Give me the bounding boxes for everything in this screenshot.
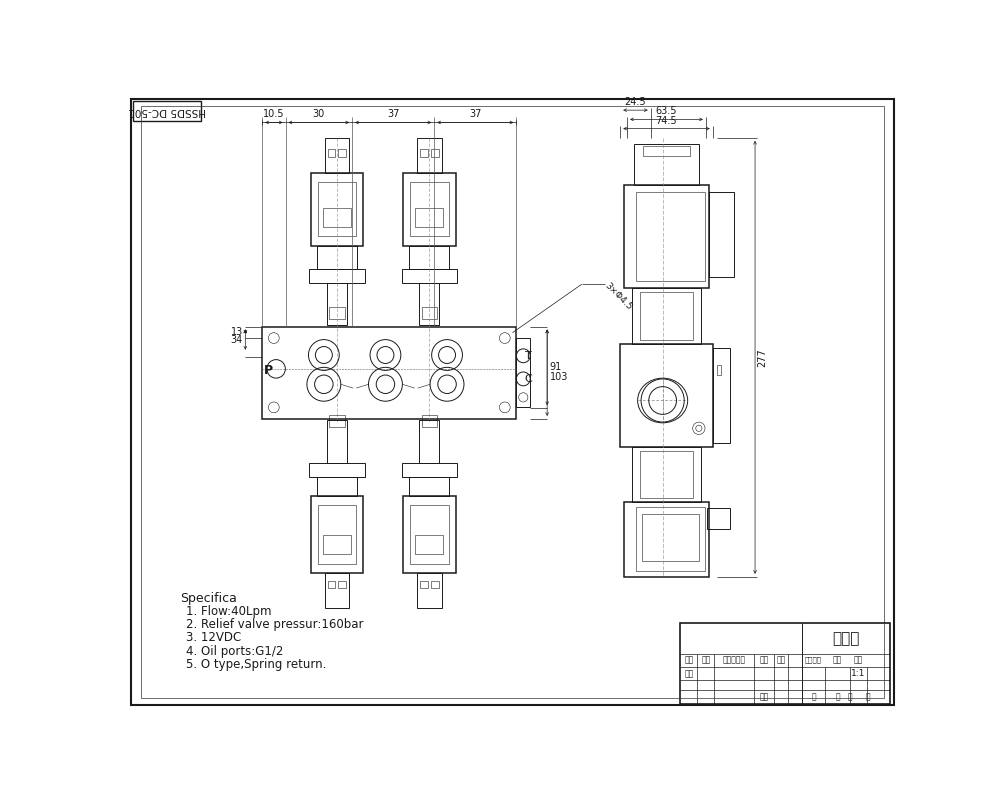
Text: 张: 张 <box>865 693 870 701</box>
Text: 标记: 标记 <box>684 656 693 665</box>
Bar <box>410 505 449 564</box>
Bar <box>431 150 439 157</box>
Text: 277: 277 <box>757 348 767 367</box>
Bar <box>422 415 437 427</box>
Bar <box>309 269 365 283</box>
Text: 图样标记: 图样标记 <box>805 657 822 663</box>
Bar <box>338 150 346 157</box>
Bar <box>713 348 730 443</box>
Bar <box>317 246 357 269</box>
Text: 37: 37 <box>469 108 481 119</box>
Text: 13: 13 <box>231 326 243 337</box>
Bar <box>636 192 705 281</box>
Text: 共: 共 <box>811 693 816 701</box>
Text: 63.5: 63.5 <box>656 107 677 116</box>
Bar <box>417 138 442 173</box>
Bar <box>642 514 699 561</box>
Bar <box>327 420 347 462</box>
Bar <box>620 344 713 447</box>
Text: 签字: 签字 <box>760 656 769 665</box>
Text: 10.5: 10.5 <box>263 108 285 119</box>
Bar <box>624 502 709 577</box>
Text: 外形图: 外形图 <box>832 632 860 646</box>
Bar <box>632 288 701 344</box>
Bar <box>403 496 456 573</box>
Bar <box>420 580 428 588</box>
Text: 5. O type,Spring return.: 5. O type,Spring return. <box>186 657 326 670</box>
Bar <box>311 173 363 246</box>
Bar <box>632 447 701 502</box>
Bar <box>422 307 437 319</box>
Text: 91: 91 <box>549 362 562 373</box>
Bar <box>328 150 335 157</box>
Bar <box>133 101 201 121</box>
Text: P: P <box>264 364 273 377</box>
Text: 3×Φ4.5: 3×Φ4.5 <box>603 281 634 312</box>
Bar <box>410 181 449 236</box>
Bar <box>636 507 705 571</box>
Text: T: T <box>525 351 532 361</box>
Bar <box>328 580 335 588</box>
Text: 37: 37 <box>387 108 399 119</box>
Bar <box>624 185 709 288</box>
Bar <box>402 269 457 283</box>
Bar <box>402 462 457 477</box>
Text: 处数: 处数 <box>701 656 710 665</box>
Bar <box>707 509 730 529</box>
Bar <box>338 580 346 588</box>
Bar <box>431 580 439 588</box>
Text: 103: 103 <box>549 372 568 381</box>
Bar <box>329 415 345 427</box>
Bar <box>323 208 351 227</box>
Bar <box>311 496 363 573</box>
Bar <box>329 307 345 319</box>
Bar <box>717 365 721 375</box>
Bar <box>419 283 439 325</box>
Bar <box>415 208 443 227</box>
Text: 更改文件号: 更改文件号 <box>723 656 746 665</box>
Bar <box>262 326 516 419</box>
Bar <box>419 420 439 462</box>
Text: 日期: 日期 <box>760 693 769 701</box>
Bar <box>327 283 347 325</box>
Text: C: C <box>525 374 533 384</box>
Text: 张: 张 <box>835 693 840 701</box>
Bar <box>640 292 693 340</box>
Bar <box>409 477 449 496</box>
Text: 30: 30 <box>313 108 325 119</box>
Bar <box>409 246 449 269</box>
Bar <box>709 192 734 277</box>
Bar <box>417 573 442 607</box>
Bar <box>325 573 349 607</box>
Text: 74.5: 74.5 <box>656 115 677 126</box>
Text: 2. Relief valve pressur:160bar: 2. Relief valve pressur:160bar <box>186 618 364 631</box>
Bar <box>403 173 456 246</box>
Bar <box>643 146 690 155</box>
Text: 24.5: 24.5 <box>625 97 646 107</box>
Bar <box>309 462 365 477</box>
Bar <box>420 150 428 157</box>
Bar <box>317 477 357 496</box>
Text: 设计: 设计 <box>684 669 693 678</box>
Bar <box>323 535 351 555</box>
Text: 4. Oil ports:G1/2: 4. Oil ports:G1/2 <box>186 645 283 657</box>
Text: 日期: 日期 <box>777 656 786 665</box>
Bar <box>516 338 530 408</box>
Bar <box>318 181 356 236</box>
Text: 1:1: 1:1 <box>851 669 865 678</box>
Text: 数量: 数量 <box>833 656 842 665</box>
Text: 第: 第 <box>847 693 852 701</box>
Bar <box>680 623 890 704</box>
Bar <box>634 144 699 185</box>
Text: 1. Flow:40Lpm: 1. Flow:40Lpm <box>186 605 272 618</box>
Bar <box>640 451 693 498</box>
Text: 比例: 比例 <box>854 656 863 665</box>
Text: 3. 12VDC: 3. 12VDC <box>186 631 241 645</box>
Text: Specifica: Specifica <box>180 592 237 605</box>
Text: 34: 34 <box>231 334 243 345</box>
Text: HSSD5 DC-501: HSSD5 DC-501 <box>128 106 206 116</box>
Bar <box>415 535 443 555</box>
Bar <box>325 138 349 173</box>
Bar <box>318 505 356 564</box>
